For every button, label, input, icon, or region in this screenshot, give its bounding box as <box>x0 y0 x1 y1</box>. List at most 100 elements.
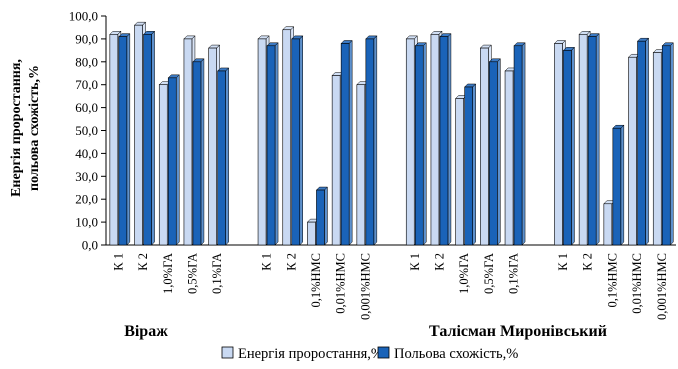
bar-energy <box>158 84 168 246</box>
bar-energy <box>652 52 662 246</box>
bar-field-side <box>497 58 501 246</box>
category-label: К 2 <box>432 253 446 271</box>
category-label: 0,1%НМС <box>605 253 619 308</box>
bar-energy <box>183 38 193 246</box>
bar-field-side <box>299 35 303 246</box>
bar-energy <box>578 34 588 246</box>
bar-field-side <box>348 39 353 246</box>
y-tick-label: 10,0 <box>75 215 98 230</box>
bar-field-side <box>126 33 131 246</box>
category-label: К 1 <box>556 253 570 271</box>
bar-energy <box>257 38 267 246</box>
bar-energy <box>480 47 489 246</box>
category-label: К 2 <box>136 253 150 271</box>
category-label: К 1 <box>111 253 125 271</box>
bar-field-side <box>423 42 427 246</box>
y-tick-label: 40,0 <box>75 146 98 161</box>
bar-energy <box>554 43 563 246</box>
legend-label-series-1: Енергія проростання,% <box>238 346 383 362</box>
category-label: 0,5%ГА <box>482 253 496 294</box>
category-label: 1,0%ГА <box>161 253 175 294</box>
bar-energy <box>331 75 341 246</box>
bar-field <box>266 45 276 246</box>
bar-field <box>661 45 671 246</box>
bar-field-side <box>324 186 328 246</box>
y-tick-label: 100,0 <box>69 9 98 24</box>
group-label-virazh: Віраж <box>124 323 168 340</box>
bar-field-side <box>670 42 674 246</box>
legend-swatch-series-2 <box>377 346 390 359</box>
bar-field-side <box>373 35 378 246</box>
bar-field <box>637 40 646 246</box>
bar-energy <box>430 34 440 246</box>
bar-field-side <box>595 33 600 246</box>
bar-field <box>316 189 325 246</box>
bar-energy <box>307 221 316 246</box>
bar-field <box>167 77 177 246</box>
bar-energy <box>356 84 366 246</box>
bar-field <box>464 86 473 246</box>
bar-field-side <box>200 58 205 246</box>
category-label: 0,1%ГА <box>210 253 224 294</box>
bar-field <box>291 38 301 246</box>
y-axis-label-line2: польова схожість,% <box>27 65 42 191</box>
group-label-talisman: Талісман Миронівський <box>429 323 607 340</box>
y-tick-label: 90,0 <box>75 31 98 46</box>
bar-field-side <box>274 42 279 246</box>
legend-swatch-series-1 <box>221 346 234 359</box>
y-tick-label: 0,0 <box>82 238 98 253</box>
bar-field <box>587 36 597 246</box>
category-label: К 2 <box>284 253 298 271</box>
bar-field <box>489 61 498 246</box>
bar-field <box>563 50 572 246</box>
category-label: К 1 <box>408 253 422 271</box>
category-label: 0,001%НМС <box>358 253 372 320</box>
legend: Енергія проростання,% Польова схожість,% <box>221 346 518 362</box>
bar-field <box>118 36 128 246</box>
bar-field-side <box>521 42 526 246</box>
y-ticks: 0,0 10,0 20,0 30,0 40,0 50,0 60,0 70,0 80,0 90,0 1… <box>69 9 106 253</box>
category-label: 1,0%ГА <box>457 253 471 294</box>
y-tick-label: 20,0 <box>75 192 98 207</box>
bar-energy <box>504 70 514 246</box>
category-label: 0,01%НМС <box>334 253 348 314</box>
category-label: 0,5%ГА <box>185 253 199 294</box>
y-tick-label: 60,0 <box>75 100 98 115</box>
bar-field <box>513 45 523 246</box>
bar-field-side <box>447 33 452 246</box>
bar-field-side <box>645 37 649 246</box>
bar-field <box>340 43 350 246</box>
y-tick-label: 80,0 <box>75 54 98 69</box>
bar-field <box>439 36 449 246</box>
category-labels: К 1 К 2 1,0%ГА 0,5%ГА 0,1%ГА К 1 К 2 0,1%НМС 0,0… <box>111 253 668 320</box>
bar-field-side <box>151 30 155 246</box>
bar-field <box>612 127 622 246</box>
bar-field-side <box>225 67 229 246</box>
bar-energy <box>282 29 292 246</box>
bar-energy <box>603 203 613 246</box>
bar-field-side <box>620 124 625 246</box>
category-label: К 1 <box>260 253 274 271</box>
bar-energy <box>208 47 217 246</box>
bar-energy <box>455 98 464 246</box>
y-tick-label: 30,0 <box>75 169 98 184</box>
bar-energy <box>109 34 119 246</box>
bar-field-side <box>176 74 180 246</box>
category-label: К 2 <box>581 253 595 271</box>
bar-field-side <box>472 83 476 246</box>
bars <box>109 21 674 246</box>
category-label: 0,1%ГА <box>507 253 521 294</box>
category-label: 0,001%НМС <box>655 253 669 320</box>
bar-field <box>217 70 226 246</box>
y-tick-label: 50,0 <box>75 123 98 138</box>
y-tick-label: 70,0 <box>75 77 98 92</box>
bar-energy <box>628 56 637 246</box>
category-label: 0,1%НМС <box>309 253 323 308</box>
bar-field-side <box>571 46 575 246</box>
legend-label-series-2: Польова схожість,% <box>394 346 518 362</box>
category-label: 0,01%НМС <box>630 253 644 314</box>
bar-field <box>365 38 375 246</box>
y-axis-label-line1: Енергія проростання, <box>9 59 24 197</box>
bar-field <box>192 61 202 246</box>
